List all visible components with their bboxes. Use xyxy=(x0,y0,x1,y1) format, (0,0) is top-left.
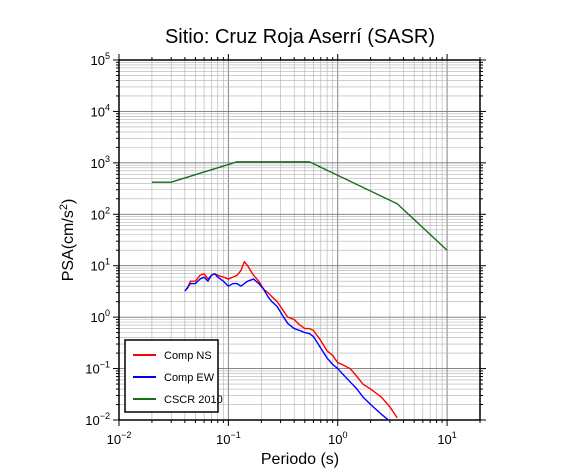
legend-label-comp-ew: Comp EW xyxy=(164,372,215,384)
y-tick-label-base: 10 xyxy=(91,104,105,119)
y-tick-label-base: 10 xyxy=(91,207,105,222)
y-tick-label: 100 xyxy=(91,308,110,325)
x-tick-label: 10−1 xyxy=(216,430,241,447)
y-tick-label-exp: 4 xyxy=(105,102,110,112)
x-tick-label-base: 10 xyxy=(328,432,342,447)
y-tick-label: 105 xyxy=(91,51,110,68)
y-tick-label: 104 xyxy=(91,102,110,119)
x-tick-label-exp: 0 xyxy=(342,430,347,440)
y-axis-label-end: ) xyxy=(60,199,77,204)
y-tick-label: 102 xyxy=(91,205,110,222)
x-tick-label-exp: −1 xyxy=(230,430,240,440)
chart-title: Sitio: Cruz Roja Aserrí (SASR) xyxy=(165,26,435,48)
x-tick-labels: 10−2 10−1 100 101 xyxy=(107,430,457,447)
y-axis-label-base: PSA(cm/s xyxy=(60,210,77,281)
x-tick-label-base: 10 xyxy=(107,432,121,447)
y-tick-label-exp: 5 xyxy=(105,51,110,61)
legend: Comp NS Comp EW CSCR 2010 xyxy=(124,339,223,413)
y-tick-label: 101 xyxy=(91,257,110,274)
legend-label-cscr-2010: CSCR 2010 xyxy=(164,394,223,406)
x-tick-label: 10−2 xyxy=(107,430,132,447)
plot-frame xyxy=(118,59,481,421)
x-axis-label: Periodo (s) xyxy=(261,451,339,468)
y-tick-label-base: 10 xyxy=(85,362,99,377)
y-tick-label-exp: 3 xyxy=(105,154,110,164)
legend-label-comp-ns: Comp NS xyxy=(164,350,212,362)
y-tick-label-base: 10 xyxy=(91,310,105,325)
x-tick-label-exp: −2 xyxy=(121,430,131,440)
grid-lines xyxy=(118,59,481,421)
x-tick-label-base: 10 xyxy=(437,432,451,447)
x-tick-label: 101 xyxy=(437,430,456,447)
y-tick-label-exp: 2 xyxy=(105,205,110,215)
y-tick-label-exp: −1 xyxy=(100,360,110,370)
x-tick-label-exp: 1 xyxy=(452,430,457,440)
x-tick-label: 100 xyxy=(328,430,347,447)
y-tick-label: 10−1 xyxy=(85,360,110,377)
y-tick-label-base: 10 xyxy=(85,413,99,428)
y-tick-label-exp: 1 xyxy=(105,257,110,267)
series-line-cscr-2010 xyxy=(151,161,448,251)
y-tick-label-exp: 0 xyxy=(105,308,110,318)
y-axis-label: PSA(cm/s2) xyxy=(58,199,77,282)
series-line-comp-ew xyxy=(184,272,390,420)
y-tick-label: 103 xyxy=(91,154,110,171)
axis-ticks xyxy=(113,54,486,426)
y-tick-label-exp: −2 xyxy=(100,411,110,421)
x-tick-label-base: 10 xyxy=(216,432,230,447)
y-tick-label: 10−2 xyxy=(85,411,110,428)
y-axis-label-sup: 2 xyxy=(58,204,70,210)
y-tick-label-base: 10 xyxy=(91,259,105,274)
y-tick-label-base: 10 xyxy=(91,53,105,68)
series-lines xyxy=(151,161,448,420)
y-tick-label-base: 10 xyxy=(91,156,105,171)
